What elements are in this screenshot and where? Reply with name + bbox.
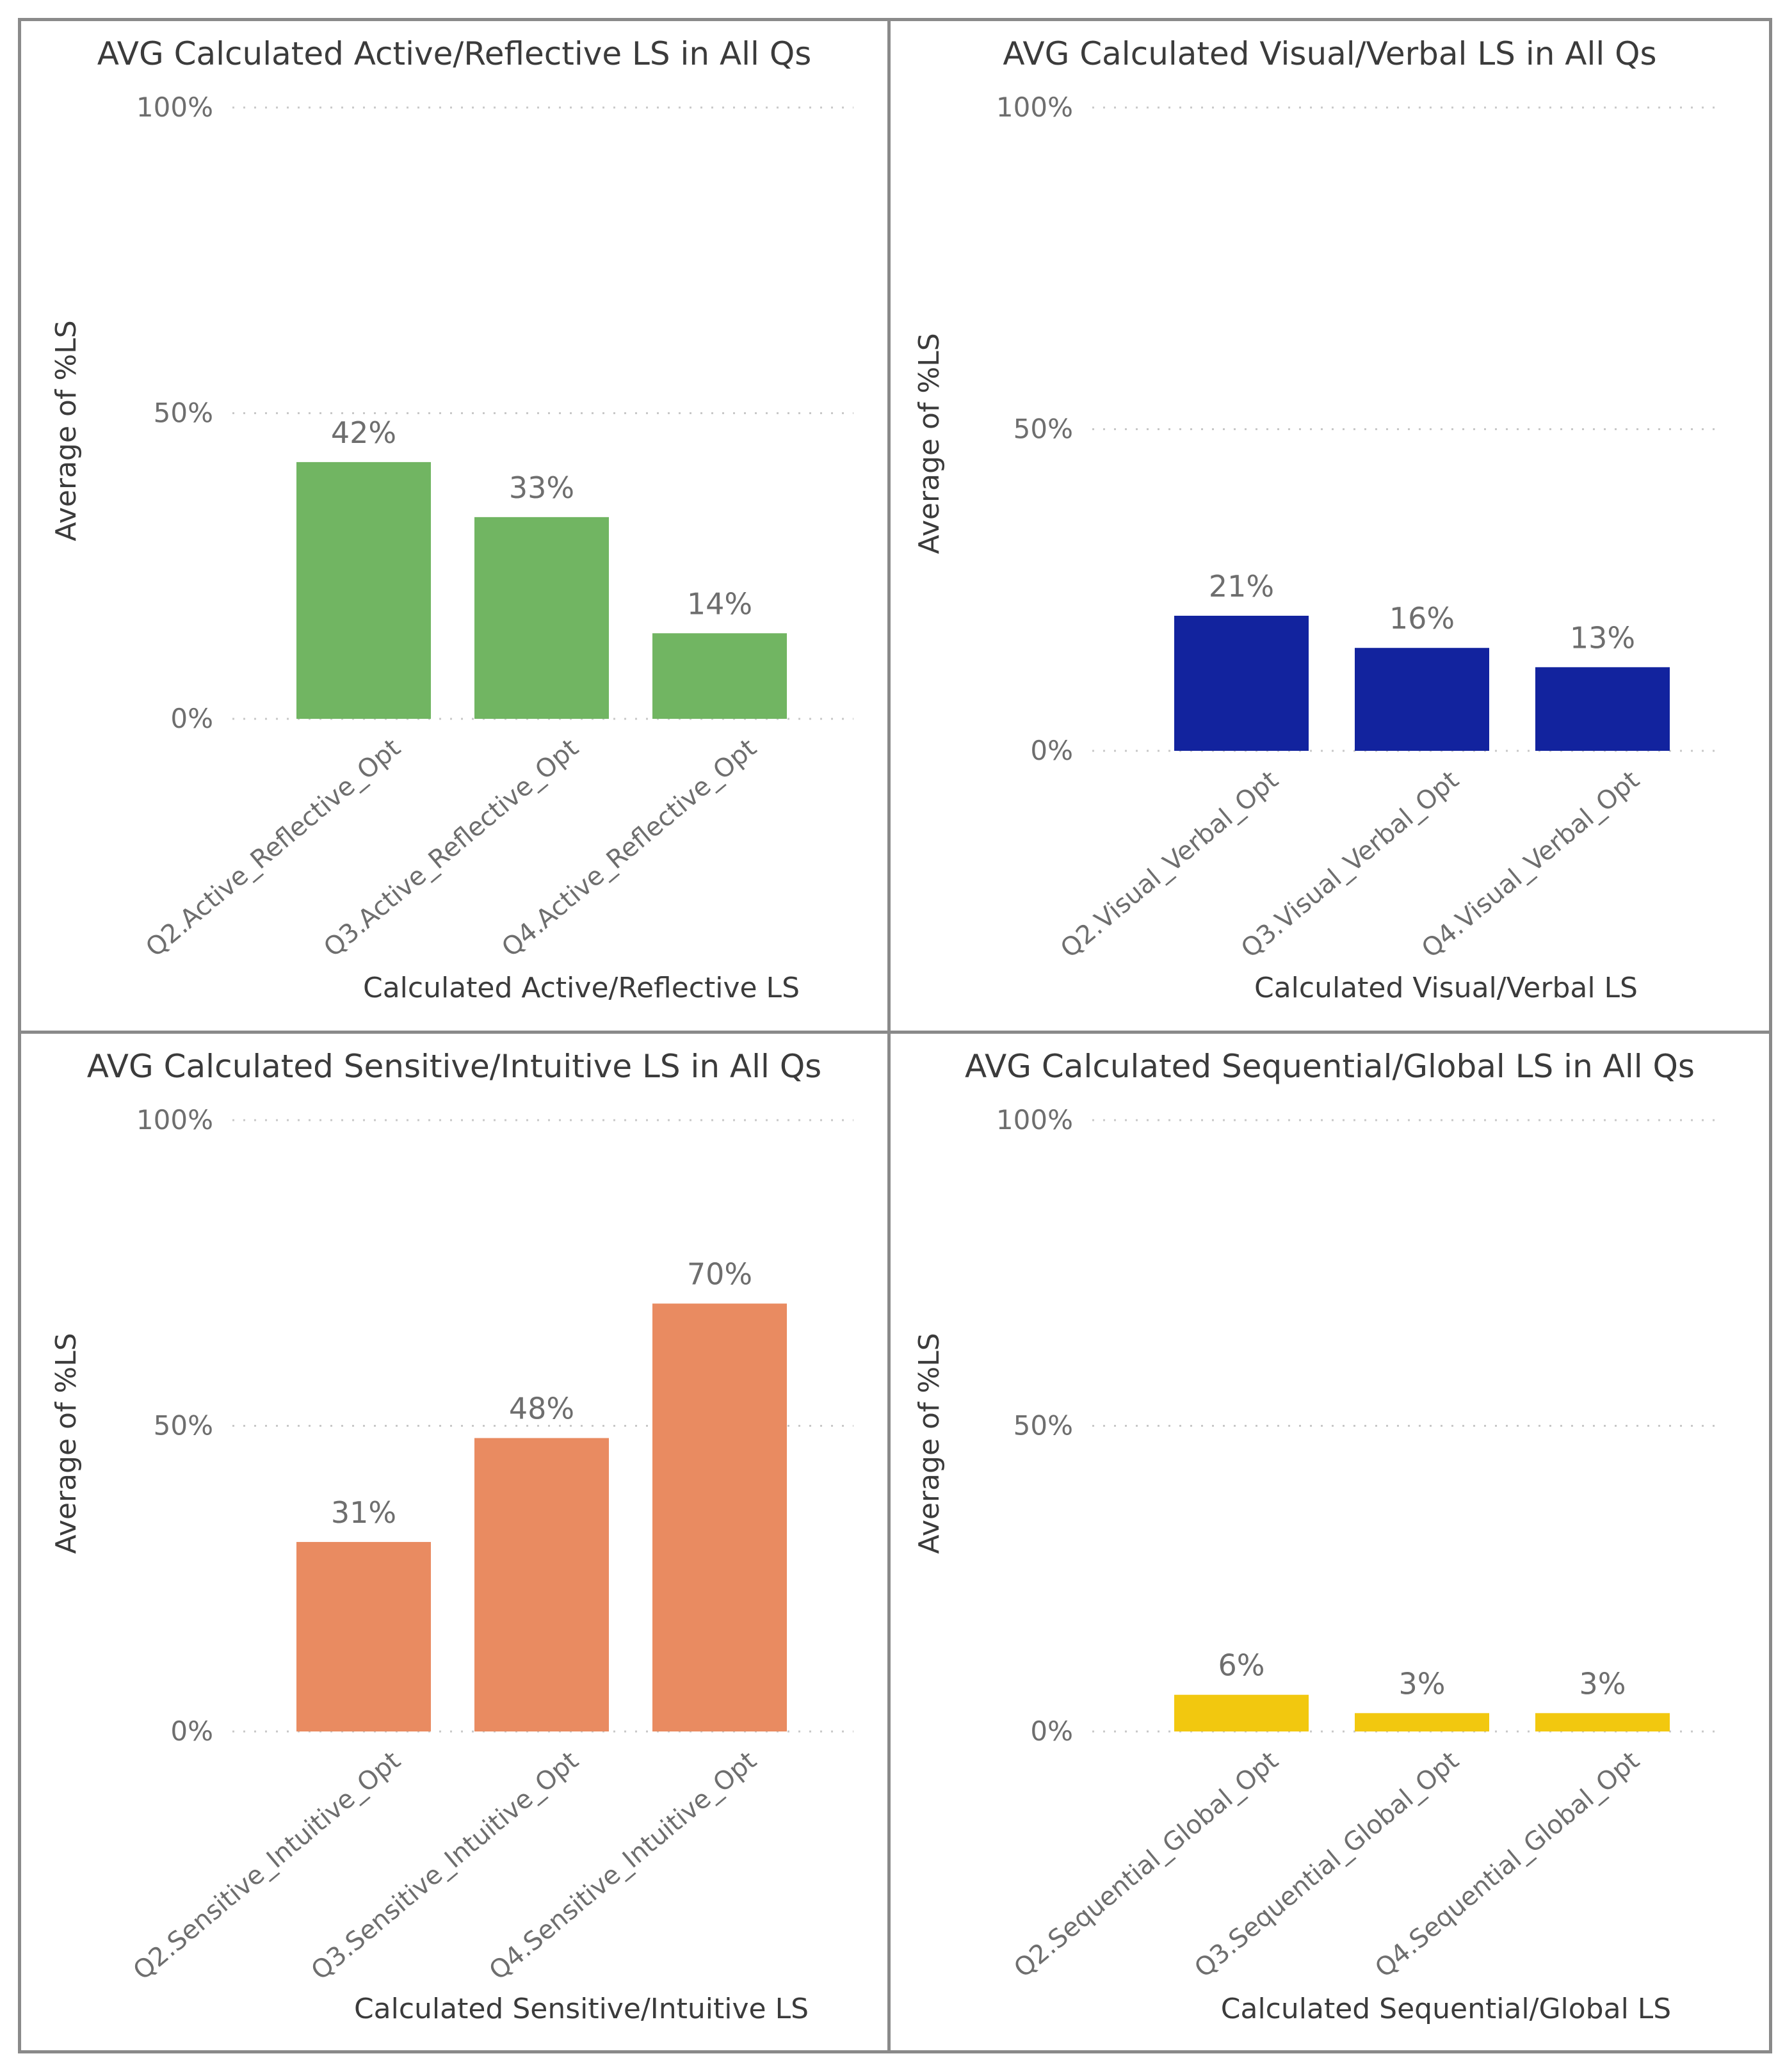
data-label: 21% xyxy=(1209,569,1274,604)
bar[interactable] xyxy=(296,462,431,719)
data-label: 6% xyxy=(1218,1648,1265,1683)
bar[interactable] xyxy=(1355,648,1489,751)
y-axis-title: Average of %LS xyxy=(913,1333,946,1554)
chart-svg: AVG Calculated Active/Reflective LS in A… xyxy=(50,35,853,1004)
y-tick-label: 0% xyxy=(1030,1715,1073,1747)
dashboard: AVG Calculated Active/Reflective LS in A… xyxy=(18,18,1772,2053)
y-tick-label: 50% xyxy=(154,398,213,429)
bar[interactable] xyxy=(1174,615,1309,751)
x-axis-title: Calculated Visual/Verbal LS xyxy=(1254,972,1638,1004)
chart-title: AVG Calculated Visual/Verbal LS in All Q… xyxy=(1003,35,1656,72)
data-label: 33% xyxy=(509,470,574,505)
bar[interactable] xyxy=(652,633,787,719)
bar[interactable] xyxy=(1174,1694,1309,1731)
chart-sensitive-intuitive[interactable]: AVG Calculated Sensitive/Intuitive LS in… xyxy=(21,1034,887,2050)
y-tick-label: 100% xyxy=(996,1104,1073,1136)
bar[interactable] xyxy=(474,1438,609,1731)
y-tick-label: 50% xyxy=(1014,1410,1073,1442)
data-label: 42% xyxy=(331,415,396,450)
chart-svg: AVG Calculated Sequential/Global LS in A… xyxy=(913,1048,1723,2025)
data-label: 3% xyxy=(1579,1666,1626,1701)
y-tick-label: 50% xyxy=(154,1410,213,1442)
y-tick-label: 50% xyxy=(1014,414,1073,445)
chart-svg: AVG Calculated Visual/Verbal LS in All Q… xyxy=(913,35,1723,1004)
y-tick-label: 100% xyxy=(996,92,1073,123)
y-tick-label: 0% xyxy=(170,703,213,734)
horizontal-divider xyxy=(21,1031,1769,1034)
chart-sequential-global[interactable]: AVG Calculated Sequential/Global LS in A… xyxy=(891,1034,1769,2050)
x-axis-title: Calculated Sensitive/Intuitive LS xyxy=(354,1993,809,2025)
y-tick-label: 100% xyxy=(136,92,213,123)
chart-active-reflective[interactable]: AVG Calculated Active/Reflective LS in A… xyxy=(21,21,887,1031)
data-label: 16% xyxy=(1389,601,1455,636)
bar[interactable] xyxy=(296,1541,431,1731)
data-label: 13% xyxy=(1570,620,1635,655)
x-axis-title: Calculated Active/Reflective LS xyxy=(363,972,800,1004)
data-label: 14% xyxy=(687,586,752,621)
chart-svg: AVG Calculated Sensitive/Intuitive LS in… xyxy=(50,1048,853,2025)
bar[interactable] xyxy=(652,1303,787,1732)
data-label: 3% xyxy=(1399,1666,1446,1701)
y-axis-title: Average of %LS xyxy=(913,333,946,554)
y-tick-label: 100% xyxy=(136,1104,213,1136)
data-label: 31% xyxy=(331,1495,396,1530)
chart-title: AVG Calculated Sensitive/Intuitive LS in… xyxy=(87,1048,821,1085)
y-tick-label: 0% xyxy=(1030,735,1073,766)
chart-visual-verbal[interactable]: AVG Calculated Visual/Verbal LS in All Q… xyxy=(891,21,1769,1031)
x-axis-title: Calculated Sequential/Global LS xyxy=(1221,1993,1671,2025)
y-tick-label: 0% xyxy=(170,1715,213,1747)
chart-title: AVG Calculated Active/Reflective LS in A… xyxy=(97,35,812,72)
data-label: 70% xyxy=(687,1257,752,1292)
chart-title: AVG Calculated Sequential/Global LS in A… xyxy=(965,1048,1695,1085)
data-label: 48% xyxy=(509,1392,574,1426)
bar[interactable] xyxy=(474,517,609,719)
y-axis-title: Average of %LS xyxy=(50,320,83,541)
y-axis-title: Average of %LS xyxy=(50,1333,83,1554)
bar[interactable] xyxy=(1355,1713,1489,1731)
vertical-divider xyxy=(887,21,891,2050)
bar[interactable] xyxy=(1535,667,1670,751)
bar[interactable] xyxy=(1535,1713,1670,1731)
